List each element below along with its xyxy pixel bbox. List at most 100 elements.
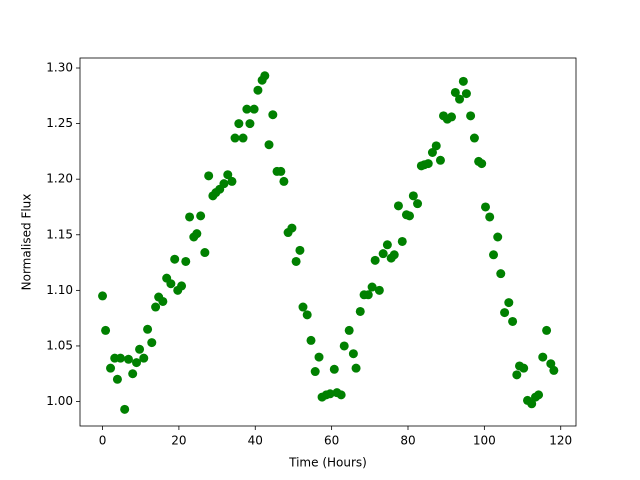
point xyxy=(405,211,415,221)
point xyxy=(355,306,365,316)
point xyxy=(310,367,320,377)
point xyxy=(367,282,377,292)
point xyxy=(382,240,392,250)
x-tick-label: 60 xyxy=(324,434,339,448)
point xyxy=(287,223,297,233)
point xyxy=(493,232,503,242)
point xyxy=(249,104,259,114)
point xyxy=(227,176,237,186)
point xyxy=(200,248,210,258)
plot-frame xyxy=(79,57,577,427)
point xyxy=(455,94,465,104)
point xyxy=(489,250,499,260)
point xyxy=(151,302,161,312)
point xyxy=(363,290,373,300)
point xyxy=(336,390,346,400)
point xyxy=(276,166,286,176)
point xyxy=(538,352,548,362)
x-tick-label: 40 xyxy=(248,434,263,448)
point xyxy=(260,71,270,81)
point xyxy=(181,256,191,266)
point xyxy=(192,229,202,239)
point xyxy=(344,325,354,335)
point xyxy=(132,358,142,368)
point xyxy=(166,279,176,289)
point xyxy=(298,302,308,312)
point xyxy=(393,201,403,211)
point xyxy=(170,254,180,264)
point xyxy=(238,133,248,143)
point xyxy=(500,308,510,318)
point xyxy=(185,212,195,222)
point xyxy=(112,374,122,384)
x-tick-label: 100 xyxy=(473,434,496,448)
x-tick-label: 80 xyxy=(400,434,415,448)
y-tick-label: 1.10 xyxy=(46,283,73,297)
point xyxy=(469,133,479,143)
point xyxy=(374,285,384,295)
point xyxy=(351,363,361,373)
point xyxy=(279,176,289,186)
point xyxy=(230,133,240,143)
point xyxy=(447,112,457,122)
point xyxy=(397,236,407,246)
point xyxy=(245,119,255,129)
point xyxy=(370,255,380,265)
point xyxy=(115,353,125,363)
y-tick-label: 1.30 xyxy=(46,61,73,75)
point xyxy=(158,296,168,306)
point xyxy=(101,325,111,335)
x-tick-label: 0 xyxy=(99,434,107,448)
point xyxy=(196,211,206,221)
point xyxy=(512,370,522,380)
point xyxy=(120,404,130,414)
point xyxy=(450,87,460,97)
point xyxy=(128,369,138,379)
point xyxy=(485,212,495,222)
y-tick-label: 1.15 xyxy=(46,227,73,241)
y-tick-label: 1.05 xyxy=(46,338,73,352)
point xyxy=(508,316,518,326)
point xyxy=(302,310,312,320)
point xyxy=(423,159,433,169)
point xyxy=(477,159,487,169)
point xyxy=(329,364,339,374)
point xyxy=(219,179,229,189)
point xyxy=(408,191,418,201)
point xyxy=(234,119,244,129)
point xyxy=(253,85,263,95)
point xyxy=(106,363,116,373)
point xyxy=(504,298,514,308)
point xyxy=(466,111,476,121)
x-tick-label: 120 xyxy=(549,434,572,448)
point xyxy=(458,76,468,86)
point xyxy=(339,341,349,351)
y-axis-label: Normalised Flux xyxy=(20,194,34,291)
y-tick-label: 1.25 xyxy=(46,116,73,130)
point xyxy=(264,140,274,150)
point xyxy=(143,324,153,334)
y-tick-label: 1.00 xyxy=(46,394,73,408)
point xyxy=(496,269,506,279)
point xyxy=(242,104,252,114)
point xyxy=(527,399,537,409)
point xyxy=(431,141,441,151)
point xyxy=(98,291,108,301)
point xyxy=(177,281,187,291)
point xyxy=(123,354,133,364)
y-tick-label: 1.20 xyxy=(46,172,73,186)
point xyxy=(204,171,214,181)
x-axis-label: Time (Hours) xyxy=(288,456,367,470)
point xyxy=(549,365,559,375)
point xyxy=(135,344,145,354)
point xyxy=(268,110,278,120)
point xyxy=(461,89,471,99)
point xyxy=(295,245,305,255)
point xyxy=(348,349,358,359)
x-tick-label: 20 xyxy=(171,434,186,448)
point xyxy=(314,352,324,362)
point xyxy=(325,389,335,399)
point xyxy=(306,335,316,345)
